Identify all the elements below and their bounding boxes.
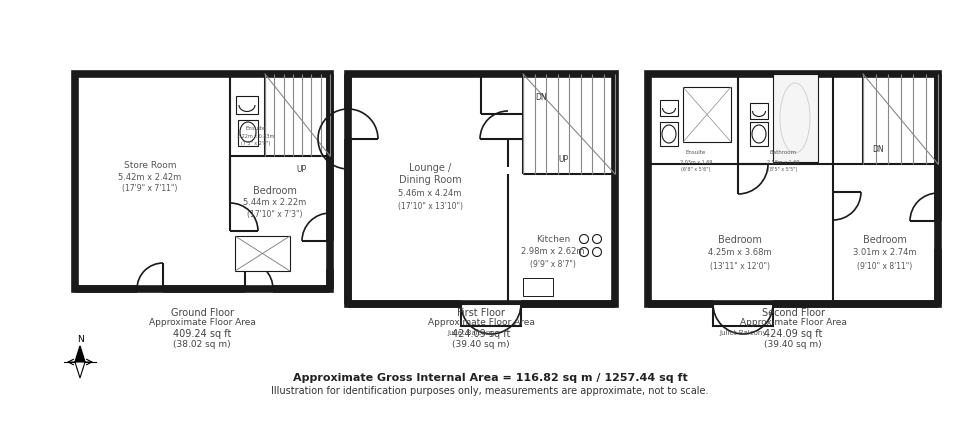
Text: (39.40 sq m): (39.40 sq m) [764,340,822,349]
Text: Approximate Floor Area: Approximate Floor Area [427,318,534,327]
Text: Ensuite: Ensuite [686,150,707,155]
Text: UP: UP [558,155,568,164]
Text: (9'10" x 8'11"): (9'10" x 8'11") [858,261,912,270]
Text: 2.58m x 1.69: 2.58m x 1.69 [766,159,799,164]
Text: 4.25m x 3.68m: 4.25m x 3.68m [709,248,772,257]
Bar [348,75,615,304]
Bar [660,123,678,147]
Text: Ensuite: Ensuite [246,126,267,131]
Bar [773,75,818,163]
Text: Juliet Balcony: Juliet Balcony [447,329,495,335]
Circle shape [593,248,602,257]
Bar [235,237,290,271]
Text: 424.09 sq ft: 424.09 sq ft [452,328,511,338]
Text: 5.46m x 4.24m: 5.46m x 4.24m [398,189,462,198]
Polygon shape [75,362,85,378]
Text: 5.44m x 2.22m: 5.44m x 2.22m [243,198,307,207]
Bar [461,304,521,326]
Bar [750,104,768,120]
Text: Ground Floor: Ground Floor [171,307,233,317]
Text: 5.42m x 2.42m: 5.42m x 2.42m [119,172,181,181]
Text: (38.02 sq m): (38.02 sq m) [173,340,231,349]
Text: Approximate Floor Area: Approximate Floor Area [740,318,847,327]
Text: 409.24 sq ft: 409.24 sq ft [172,328,231,338]
Text: Juliet Balcony: Juliet Balcony [719,329,766,335]
Text: (7'3" x 2'8"): (7'3" x 2'8") [241,141,270,146]
Text: UP: UP [296,164,306,173]
Text: DN: DN [535,92,547,101]
Text: Approximate Floor Area: Approximate Floor Area [149,318,256,327]
Text: First Floor: First Floor [457,307,505,317]
Text: Approximate Gross Internal Area = 116.82 sq m / 1257.44 sq ft: Approximate Gross Internal Area = 116.82… [293,372,687,382]
Text: N: N [76,335,83,344]
Text: (39.40 sq m): (39.40 sq m) [452,340,510,349]
Circle shape [579,235,589,244]
Text: (17'10" x 13'10"): (17'10" x 13'10") [398,202,463,211]
Text: 2.22m x 0.83m: 2.22m x 0.83m [237,134,274,139]
Bar [236,97,258,115]
Text: Bedroom: Bedroom [253,186,297,196]
Text: 424.09 sq ft: 424.09 sq ft [763,328,822,338]
Text: 3.01m x 2.74m: 3.01m x 2.74m [854,248,916,257]
Text: Dining Room: Dining Room [399,174,462,184]
Text: 2.03m x 1.69: 2.03m x 1.69 [680,159,712,164]
Bar [660,101,678,117]
Text: Bedroom: Bedroom [718,234,761,244]
Text: (17'9" x 7'11"): (17'9" x 7'11") [122,184,177,193]
Text: Bedroom: Bedroom [863,234,906,244]
Text: (8'5" x 5'5"): (8'5" x 5'5") [768,167,798,172]
Text: DN: DN [872,145,884,154]
Bar [238,121,258,147]
Text: (17'10" x 7'3"): (17'10" x 7'3") [247,210,303,219]
Text: Bathroom: Bathroom [769,150,797,155]
Text: Second Floor: Second Floor [761,307,824,317]
Text: Store Room: Store Room [123,160,176,169]
Text: Kitchen: Kitchen [536,235,570,244]
Bar [713,304,773,326]
Polygon shape [75,346,85,362]
Bar [523,278,553,296]
Circle shape [579,248,589,257]
Bar [683,88,731,143]
Text: 2.98m x 2.62m: 2.98m x 2.62m [521,247,585,256]
Text: (13'11" x 12'0"): (13'11" x 12'0") [710,261,770,270]
Text: Lounge /: Lounge / [409,163,451,173]
Text: (6'8" x 5'6"): (6'8" x 5'6") [681,167,710,172]
Text: (9'9" x 8'7"): (9'9" x 8'7") [530,259,576,268]
Circle shape [593,235,602,244]
Text: Illustration for identification purposes only, measurements are approximate, not: Illustration for identification purposes… [271,385,709,395]
Bar [648,75,938,304]
Bar [750,123,768,147]
Bar [75,75,330,289]
